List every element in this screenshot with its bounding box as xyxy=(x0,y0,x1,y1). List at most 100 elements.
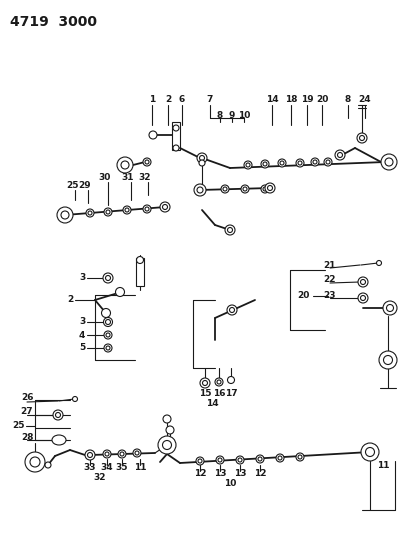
Circle shape xyxy=(216,456,224,464)
Circle shape xyxy=(106,319,111,325)
Circle shape xyxy=(326,160,330,164)
Circle shape xyxy=(88,211,92,215)
Circle shape xyxy=(197,153,207,163)
Circle shape xyxy=(115,287,125,296)
Circle shape xyxy=(361,443,379,461)
Circle shape xyxy=(217,380,221,384)
Text: 8: 8 xyxy=(345,95,351,104)
Circle shape xyxy=(311,158,319,166)
Text: 29: 29 xyxy=(79,181,91,190)
Circle shape xyxy=(268,185,272,190)
Text: 15: 15 xyxy=(199,389,211,398)
Text: 32: 32 xyxy=(139,173,151,182)
Circle shape xyxy=(337,152,342,157)
Circle shape xyxy=(313,160,317,164)
Text: 2: 2 xyxy=(165,95,171,104)
Circle shape xyxy=(365,448,374,456)
Circle shape xyxy=(357,133,367,143)
Text: 8: 8 xyxy=(217,110,223,119)
Circle shape xyxy=(166,426,174,434)
Circle shape xyxy=(263,187,267,191)
Circle shape xyxy=(103,450,111,458)
Circle shape xyxy=(358,293,368,303)
Circle shape xyxy=(196,457,204,465)
Circle shape xyxy=(243,187,247,191)
Circle shape xyxy=(88,453,92,457)
Circle shape xyxy=(106,346,110,350)
Text: 18: 18 xyxy=(285,95,297,104)
Circle shape xyxy=(194,184,206,196)
Text: 25: 25 xyxy=(12,422,24,431)
Text: 33: 33 xyxy=(84,463,96,472)
Circle shape xyxy=(123,206,131,214)
Text: 19: 19 xyxy=(301,95,313,104)
Text: 12: 12 xyxy=(194,469,206,478)
Text: 2: 2 xyxy=(67,295,73,304)
Circle shape xyxy=(86,209,94,217)
Ellipse shape xyxy=(52,435,66,445)
Circle shape xyxy=(125,208,129,212)
Circle shape xyxy=(229,308,235,312)
Circle shape xyxy=(106,333,110,337)
Circle shape xyxy=(244,161,252,169)
Circle shape xyxy=(228,228,233,232)
Circle shape xyxy=(163,415,171,423)
Circle shape xyxy=(158,436,176,454)
Circle shape xyxy=(57,207,73,223)
Circle shape xyxy=(145,207,149,211)
Circle shape xyxy=(381,154,397,170)
Circle shape xyxy=(30,457,40,467)
Text: 13: 13 xyxy=(234,469,246,478)
Circle shape xyxy=(197,187,203,193)
Circle shape xyxy=(149,131,157,139)
Text: 21: 21 xyxy=(324,261,336,270)
Circle shape xyxy=(324,158,332,166)
Circle shape xyxy=(280,161,284,165)
Text: 7: 7 xyxy=(207,95,213,104)
Circle shape xyxy=(102,309,111,318)
Circle shape xyxy=(162,205,168,209)
Text: 28: 28 xyxy=(21,432,33,441)
Circle shape xyxy=(227,305,237,315)
Text: 17: 17 xyxy=(225,389,237,398)
Circle shape xyxy=(241,185,249,193)
Circle shape xyxy=(263,162,267,166)
Text: 14: 14 xyxy=(206,399,218,408)
Bar xyxy=(172,122,180,150)
Text: 13: 13 xyxy=(214,469,226,478)
Text: 34: 34 xyxy=(101,463,113,472)
Circle shape xyxy=(385,158,393,166)
Circle shape xyxy=(278,159,286,167)
Circle shape xyxy=(106,276,111,280)
Circle shape xyxy=(203,381,208,385)
Circle shape xyxy=(55,413,60,417)
Text: 32: 32 xyxy=(94,472,106,481)
Text: 9: 9 xyxy=(229,110,235,119)
Circle shape xyxy=(143,158,151,166)
Text: 1: 1 xyxy=(149,95,155,104)
Circle shape xyxy=(53,410,63,420)
Circle shape xyxy=(256,455,264,463)
Text: 22: 22 xyxy=(324,276,336,285)
Text: 3: 3 xyxy=(79,318,85,327)
Circle shape xyxy=(120,452,124,456)
Circle shape xyxy=(162,440,171,449)
Circle shape xyxy=(221,185,229,193)
Text: 20: 20 xyxy=(316,95,328,104)
Circle shape xyxy=(104,344,112,352)
Text: 16: 16 xyxy=(213,389,225,398)
Circle shape xyxy=(236,456,244,464)
Text: 27: 27 xyxy=(21,408,33,416)
Text: 3: 3 xyxy=(79,273,85,282)
Text: 35: 35 xyxy=(116,463,128,472)
Text: 25: 25 xyxy=(66,181,78,190)
Circle shape xyxy=(45,462,51,468)
Circle shape xyxy=(25,452,45,472)
Circle shape xyxy=(225,225,235,235)
Text: 14: 14 xyxy=(266,95,278,104)
Text: 12: 12 xyxy=(254,469,266,478)
Circle shape xyxy=(360,279,365,285)
Circle shape xyxy=(199,160,205,166)
Circle shape xyxy=(135,451,139,455)
Circle shape xyxy=(296,453,304,461)
